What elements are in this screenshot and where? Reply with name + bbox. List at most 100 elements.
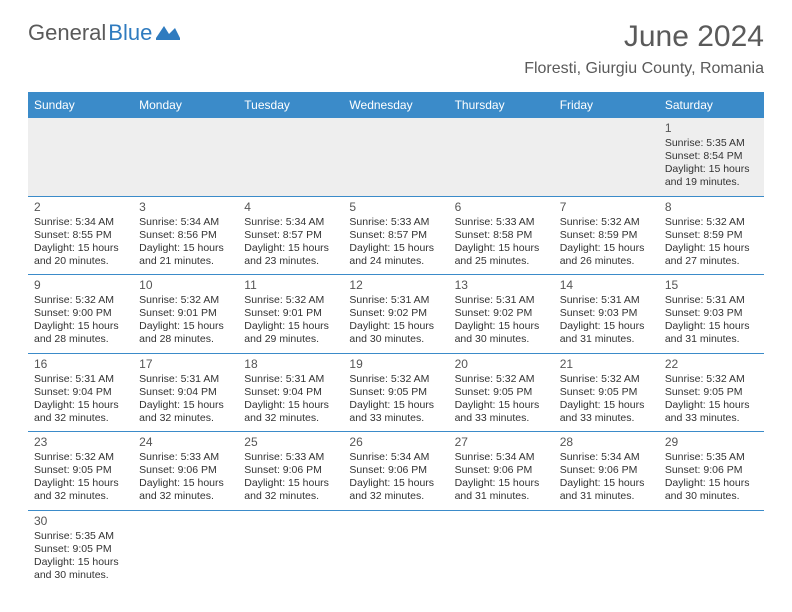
daylight-text: and 26 minutes. xyxy=(560,255,653,268)
calendar-day-cell xyxy=(28,118,133,196)
sunrise-text: Sunrise: 5:32 AM xyxy=(665,373,758,386)
day-number: 16 xyxy=(34,357,127,372)
daylight-text: Daylight: 15 hours xyxy=(349,320,442,333)
sunset-text: Sunset: 9:03 PM xyxy=(560,307,653,320)
sunset-text: Sunset: 9:03 PM xyxy=(665,307,758,320)
day-number: 11 xyxy=(244,278,337,293)
calendar-day-cell xyxy=(343,510,448,588)
sunset-text: Sunset: 8:59 PM xyxy=(560,229,653,242)
daylight-text: and 31 minutes. xyxy=(560,490,653,503)
daylight-text: and 28 minutes. xyxy=(34,333,127,346)
sunset-text: Sunset: 8:59 PM xyxy=(665,229,758,242)
sunrise-text: Sunrise: 5:32 AM xyxy=(560,373,653,386)
daylight-text: and 32 minutes. xyxy=(139,490,232,503)
calendar-day-cell: 10Sunrise: 5:32 AMSunset: 9:01 PMDayligh… xyxy=(133,275,238,354)
logo-flag-icon xyxy=(156,24,180,42)
calendar-day-cell: 15Sunrise: 5:31 AMSunset: 9:03 PMDayligh… xyxy=(659,275,764,354)
daylight-text: Daylight: 15 hours xyxy=(665,320,758,333)
calendar-day-cell xyxy=(449,118,554,196)
sunrise-text: Sunrise: 5:32 AM xyxy=(665,216,758,229)
daylight-text: Daylight: 15 hours xyxy=(455,399,548,412)
day-number: 17 xyxy=(139,357,232,372)
logo-text-general: General xyxy=(28,20,106,46)
daylight-text: and 31 minutes. xyxy=(560,333,653,346)
calendar-week-row: 30Sunrise: 5:35 AMSunset: 9:05 PMDayligh… xyxy=(28,510,764,588)
calendar-day-cell: 6Sunrise: 5:33 AMSunset: 8:58 PMDaylight… xyxy=(449,196,554,275)
sunset-text: Sunset: 9:04 PM xyxy=(34,386,127,399)
daylight-text: and 32 minutes. xyxy=(34,490,127,503)
sunset-text: Sunset: 8:57 PM xyxy=(349,229,442,242)
day-number: 14 xyxy=(560,278,653,293)
weekday-header: Tuesday xyxy=(238,92,343,118)
daylight-text: and 23 minutes. xyxy=(244,255,337,268)
calendar-day-cell: 17Sunrise: 5:31 AMSunset: 9:04 PMDayligh… xyxy=(133,353,238,432)
sunrise-text: Sunrise: 5:33 AM xyxy=(139,451,232,464)
daylight-text: and 33 minutes. xyxy=(560,412,653,425)
calendar-table: Sunday Monday Tuesday Wednesday Thursday… xyxy=(28,92,764,588)
sunrise-text: Sunrise: 5:35 AM xyxy=(665,451,758,464)
calendar-day-cell: 28Sunrise: 5:34 AMSunset: 9:06 PMDayligh… xyxy=(554,432,659,511)
day-number: 24 xyxy=(139,435,232,450)
daylight-text: and 32 minutes. xyxy=(244,490,337,503)
daylight-text: and 33 minutes. xyxy=(349,412,442,425)
daylight-text: Daylight: 15 hours xyxy=(665,163,758,176)
sunrise-text: Sunrise: 5:31 AM xyxy=(244,373,337,386)
day-number: 28 xyxy=(560,435,653,450)
sunrise-text: Sunrise: 5:33 AM xyxy=(244,451,337,464)
calendar-day-cell: 5Sunrise: 5:33 AMSunset: 8:57 PMDaylight… xyxy=(343,196,448,275)
calendar-day-cell: 21Sunrise: 5:32 AMSunset: 9:05 PMDayligh… xyxy=(554,353,659,432)
daylight-text: and 32 minutes. xyxy=(349,490,442,503)
calendar-week-row: 9Sunrise: 5:32 AMSunset: 9:00 PMDaylight… xyxy=(28,275,764,354)
calendar-day-cell: 7Sunrise: 5:32 AMSunset: 8:59 PMDaylight… xyxy=(554,196,659,275)
weekday-header: Monday xyxy=(133,92,238,118)
day-number: 19 xyxy=(349,357,442,372)
daylight-text: Daylight: 15 hours xyxy=(455,320,548,333)
sunrise-text: Sunrise: 5:34 AM xyxy=(560,451,653,464)
location-text: Floresti, Giurgiu County, Romania xyxy=(524,60,764,78)
daylight-text: Daylight: 15 hours xyxy=(560,242,653,255)
sunrise-text: Sunrise: 5:33 AM xyxy=(349,216,442,229)
sunrise-text: Sunrise: 5:31 AM xyxy=(139,373,232,386)
daylight-text: Daylight: 15 hours xyxy=(455,242,548,255)
calendar-day-cell xyxy=(554,118,659,196)
calendar-day-cell xyxy=(133,510,238,588)
calendar-day-cell: 3Sunrise: 5:34 AMSunset: 8:56 PMDaylight… xyxy=(133,196,238,275)
calendar-day-cell: 27Sunrise: 5:34 AMSunset: 9:06 PMDayligh… xyxy=(449,432,554,511)
weekday-header: Sunday xyxy=(28,92,133,118)
daylight-text: Daylight: 15 hours xyxy=(349,242,442,255)
calendar-day-cell: 26Sunrise: 5:34 AMSunset: 9:06 PMDayligh… xyxy=(343,432,448,511)
daylight-text: and 30 minutes. xyxy=(34,569,127,582)
daylight-text: Daylight: 15 hours xyxy=(34,242,127,255)
calendar-day-cell: 22Sunrise: 5:32 AMSunset: 9:05 PMDayligh… xyxy=(659,353,764,432)
daylight-text: and 30 minutes. xyxy=(665,490,758,503)
calendar-day-cell: 9Sunrise: 5:32 AMSunset: 9:00 PMDaylight… xyxy=(28,275,133,354)
daylight-text: and 29 minutes. xyxy=(244,333,337,346)
sunrise-text: Sunrise: 5:32 AM xyxy=(455,373,548,386)
day-number: 27 xyxy=(455,435,548,450)
daylight-text: Daylight: 15 hours xyxy=(665,399,758,412)
sunset-text: Sunset: 9:05 PM xyxy=(349,386,442,399)
calendar-day-cell: 13Sunrise: 5:31 AMSunset: 9:02 PMDayligh… xyxy=(449,275,554,354)
sunset-text: Sunset: 9:05 PM xyxy=(455,386,548,399)
day-number: 20 xyxy=(455,357,548,372)
calendar-day-cell: 14Sunrise: 5:31 AMSunset: 9:03 PMDayligh… xyxy=(554,275,659,354)
day-number: 22 xyxy=(665,357,758,372)
calendar-day-cell: 12Sunrise: 5:31 AMSunset: 9:02 PMDayligh… xyxy=(343,275,448,354)
logo: GeneralBlue xyxy=(28,20,180,46)
calendar-day-cell xyxy=(238,118,343,196)
day-number: 29 xyxy=(665,435,758,450)
day-number: 9 xyxy=(34,278,127,293)
day-number: 25 xyxy=(244,435,337,450)
day-number: 18 xyxy=(244,357,337,372)
calendar-day-cell: 24Sunrise: 5:33 AMSunset: 9:06 PMDayligh… xyxy=(133,432,238,511)
calendar-day-cell: 29Sunrise: 5:35 AMSunset: 9:06 PMDayligh… xyxy=(659,432,764,511)
calendar-day-cell xyxy=(238,510,343,588)
daylight-text: and 32 minutes. xyxy=(34,412,127,425)
calendar-day-cell xyxy=(554,510,659,588)
day-number: 21 xyxy=(560,357,653,372)
sunset-text: Sunset: 9:01 PM xyxy=(139,307,232,320)
sunset-text: Sunset: 9:06 PM xyxy=(560,464,653,477)
day-number: 12 xyxy=(349,278,442,293)
daylight-text: and 30 minutes. xyxy=(349,333,442,346)
calendar-day-cell xyxy=(133,118,238,196)
